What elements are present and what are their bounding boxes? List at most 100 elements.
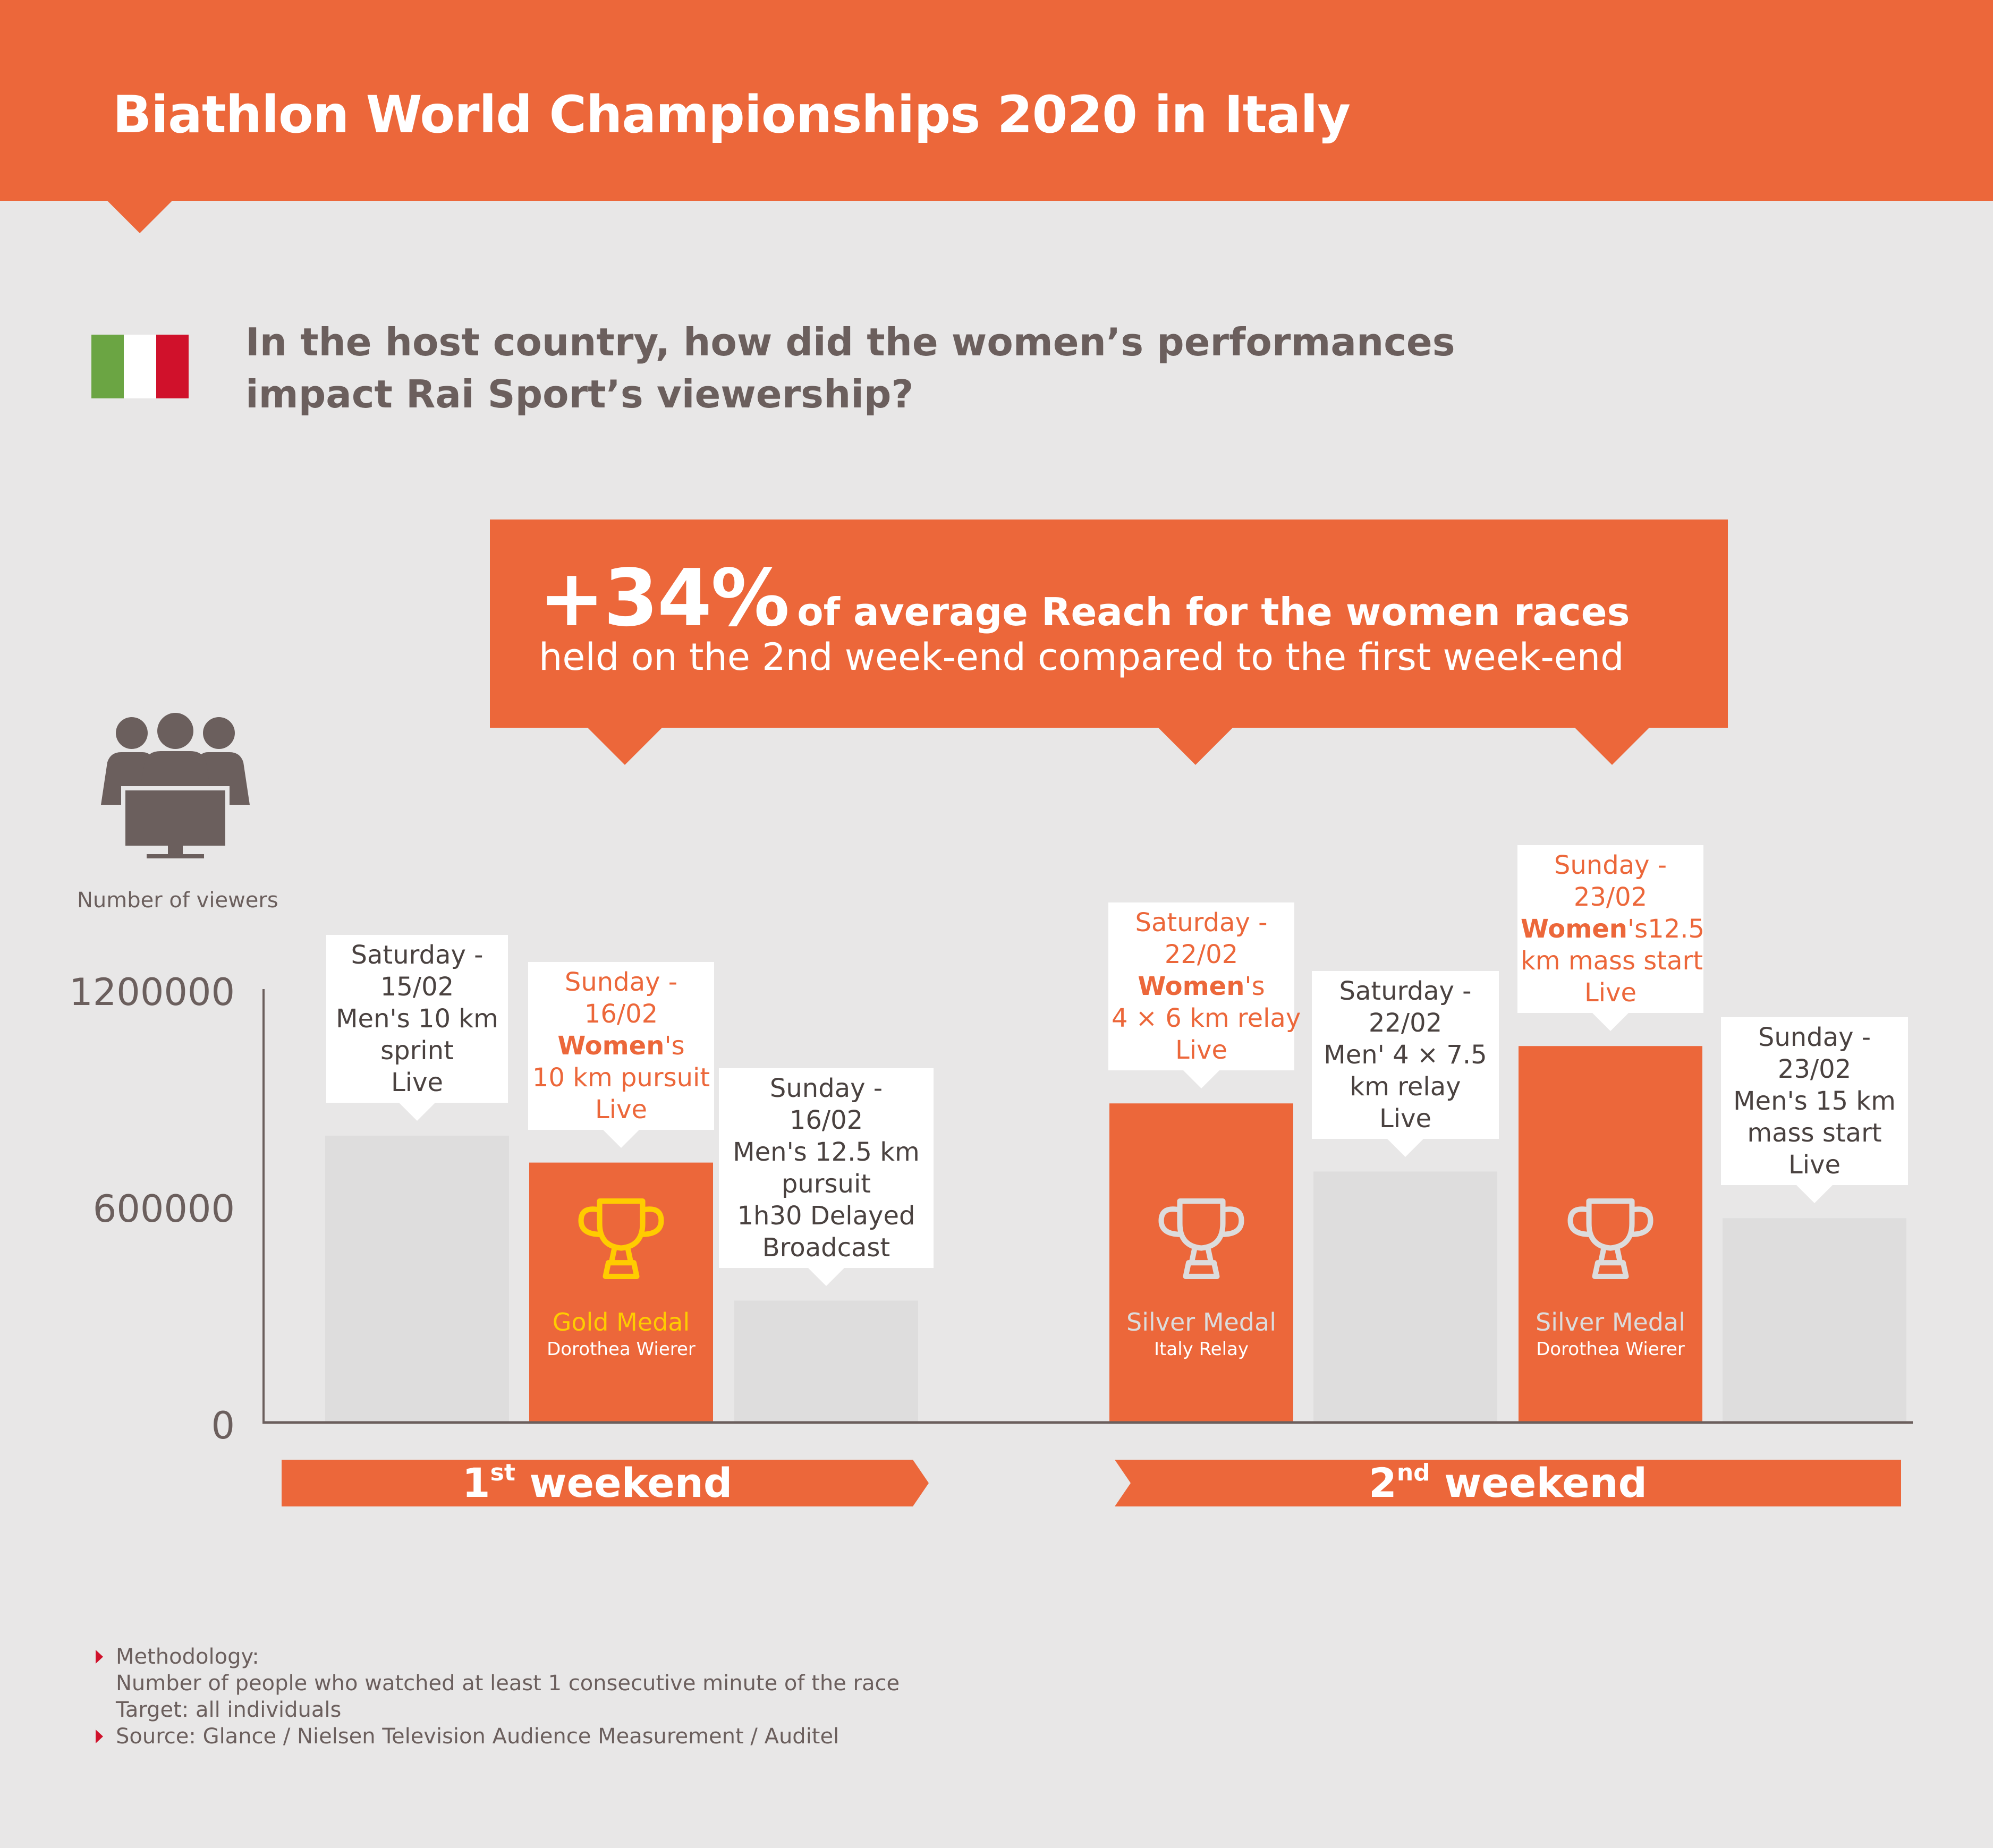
callout-pointer-2 bbox=[1157, 727, 1234, 765]
bullet-marker-icon bbox=[96, 1730, 103, 1743]
race-annotation: Sunday -23/02 Women's12.5 km mass start Liv… bbox=[1517, 845, 1705, 1032]
bubble-pointer bbox=[1591, 1012, 1630, 1032]
race-annotation: Sunday -16/02 Women's 10 km pursuit Live bbox=[528, 961, 714, 1148]
weekend-1-text: weekend bbox=[529, 1459, 733, 1506]
weekend-2-label: 2nd weekend bbox=[1115, 1460, 1901, 1506]
race-detail: km mass start bbox=[1521, 946, 1703, 976]
y-axis-title: Number of viewers bbox=[77, 888, 278, 913]
race-detail: 10 km pursuit bbox=[532, 1062, 710, 1093]
race-women-line: Women's12.5 bbox=[1521, 914, 1705, 944]
medal-type: Silver Medal bbox=[1126, 1308, 1276, 1336]
question-heading: In the host country, how did the women’s… bbox=[245, 316, 1521, 420]
race-detail: Live bbox=[1379, 1103, 1431, 1134]
race-date: 16/02 bbox=[584, 999, 658, 1029]
men-race-bar bbox=[1313, 1171, 1497, 1423]
race-date: 22/02 bbox=[1164, 940, 1239, 970]
weekend-2-suffix: nd bbox=[1396, 1459, 1430, 1486]
race-detail: mass start bbox=[1747, 1118, 1882, 1148]
race-detail: pursuit bbox=[781, 1169, 871, 1199]
men-race-bar bbox=[734, 1300, 918, 1423]
y-tick-label: 0 bbox=[211, 1404, 235, 1447]
women-race-bar bbox=[529, 1162, 713, 1423]
callout-pointer-1 bbox=[587, 727, 663, 765]
italy-flag-icon bbox=[91, 335, 189, 398]
y-tick-label: 1200000 bbox=[69, 970, 235, 1014]
race-detail: Broadcast bbox=[762, 1232, 891, 1263]
weekend-1-number: 1 bbox=[462, 1459, 490, 1506]
race-detail: 4 × 6 km relay bbox=[1112, 1003, 1301, 1034]
weekend-1-suffix: st bbox=[490, 1459, 515, 1486]
question-line-1: In the host country, how did the women’s… bbox=[245, 320, 1455, 364]
weekend-2-text: weekend bbox=[1444, 1459, 1648, 1506]
race-detail: 1h30 Delayed bbox=[737, 1200, 915, 1231]
bubble-pointer bbox=[1386, 1137, 1424, 1157]
source-note: Source: Glance / Nielsen Television Audi… bbox=[94, 1723, 900, 1750]
callout-headline: of average Reach for the women races bbox=[797, 590, 1630, 634]
bullet-marker-icon bbox=[96, 1650, 103, 1664]
race-detail: Live bbox=[1788, 1150, 1841, 1180]
race-annotation: Sunday -23/02 Men's 15 km mass start Live bbox=[1721, 1017, 1908, 1204]
women-keyword: Women bbox=[557, 1031, 665, 1061]
highlight-callout: +34% of average Reach for the women races… bbox=[490, 520, 1728, 728]
race-date: 23/02 bbox=[1573, 882, 1648, 913]
flag-band-red bbox=[156, 335, 189, 398]
weekend-1-arrow bbox=[913, 1460, 929, 1506]
race-date: 16/02 bbox=[789, 1105, 863, 1135]
race-women-line: Women's bbox=[1138, 972, 1265, 1002]
medal-label: Silver Medal Italy Relay bbox=[1109, 1308, 1293, 1360]
audience-tv-icon bbox=[101, 713, 250, 858]
methodology-note: Methodology: Number of people who watche… bbox=[94, 1643, 900, 1723]
race-detail: Live bbox=[391, 1068, 443, 1097]
women-race-bar bbox=[1519, 1046, 1702, 1423]
race-day: Sunday - bbox=[1554, 850, 1667, 881]
race-day: Sunday - bbox=[769, 1073, 883, 1103]
race-date: 15/02 bbox=[380, 972, 454, 1002]
question-line-2: impact Rai Sport’s viewership? bbox=[245, 372, 914, 416]
source-text: Source: Glance / Nielsen Television Audi… bbox=[116, 1724, 839, 1749]
callout-subline: held on the 2nd week-end compared to the… bbox=[539, 635, 1624, 679]
women-keyword: Women bbox=[1138, 972, 1245, 1002]
footnotes: Methodology: Number of people who watche… bbox=[94, 1643, 900, 1750]
race-women-line: Women's bbox=[557, 1031, 685, 1061]
race-day: Sunday - bbox=[1758, 1023, 1871, 1053]
callout-percentage: +34% bbox=[539, 552, 790, 644]
medal-athlete: Dorothea Wierer bbox=[547, 1339, 696, 1360]
bubble-pointer bbox=[1182, 1069, 1220, 1089]
weekend-2-number: 2 bbox=[1368, 1459, 1397, 1506]
race-detail: Men's 12.5 km bbox=[733, 1137, 920, 1167]
men-race-bar bbox=[325, 1136, 509, 1423]
race-day: Saturday - bbox=[351, 940, 484, 970]
men-race-bar bbox=[1723, 1218, 1906, 1423]
medal-athlete: Italy Relay bbox=[1154, 1339, 1249, 1360]
race-detail: Men' 4 × 7.5 bbox=[1324, 1040, 1487, 1070]
weekend-2-notch bbox=[1115, 1460, 1131, 1506]
header-banner-notch bbox=[106, 200, 173, 233]
bubble-pointer bbox=[398, 1102, 436, 1121]
women-keyword: Women bbox=[1521, 914, 1627, 944]
medal-label: Silver Medal Dorothea Wierer bbox=[1519, 1308, 1702, 1360]
race-detail: km relay bbox=[1350, 1071, 1461, 1102]
medal-athlete: Dorothea Wierer bbox=[1536, 1339, 1685, 1360]
header-banner bbox=[0, 0, 1993, 201]
race-annotation: Saturday -22/02 Men' 4 × 7.5 km relay Live bbox=[1312, 970, 1499, 1157]
race-date: 22/02 bbox=[1368, 1008, 1443, 1038]
callout-pointer-3 bbox=[1574, 727, 1650, 765]
weekend-1-label: 1st weekend bbox=[282, 1460, 913, 1506]
callout-line-1: +34% of average Reach for the women races bbox=[539, 552, 1630, 644]
bubble-pointer bbox=[807, 1266, 845, 1286]
race-day: Saturday - bbox=[1135, 908, 1268, 938]
race-date: 23/02 bbox=[1777, 1054, 1852, 1085]
methodology-line-2: Target: all individuals bbox=[116, 1698, 342, 1722]
bars-layer bbox=[325, 1046, 1906, 1423]
trophy-icon bbox=[1158, 1198, 1244, 1279]
race-annotation: Sunday -16/02 Men's 12.5 km pursuit 1h30 De… bbox=[719, 1068, 934, 1286]
race-detail: Live bbox=[595, 1094, 647, 1125]
race-day: Sunday - bbox=[564, 967, 678, 997]
medal-label: Gold Medal Dorothea Wierer bbox=[529, 1308, 713, 1360]
race-annotation: Saturday -15/02 Men's 10 km sprint Live bbox=[326, 935, 508, 1121]
y-tick-label: 600000 bbox=[93, 1187, 235, 1231]
bubble-pointer bbox=[1795, 1184, 1834, 1204]
page-title: Biathlon World Championships 2020 in Ita… bbox=[113, 85, 1351, 144]
methodology-line-1: Number of people who watched at least 1 … bbox=[116, 1671, 900, 1696]
